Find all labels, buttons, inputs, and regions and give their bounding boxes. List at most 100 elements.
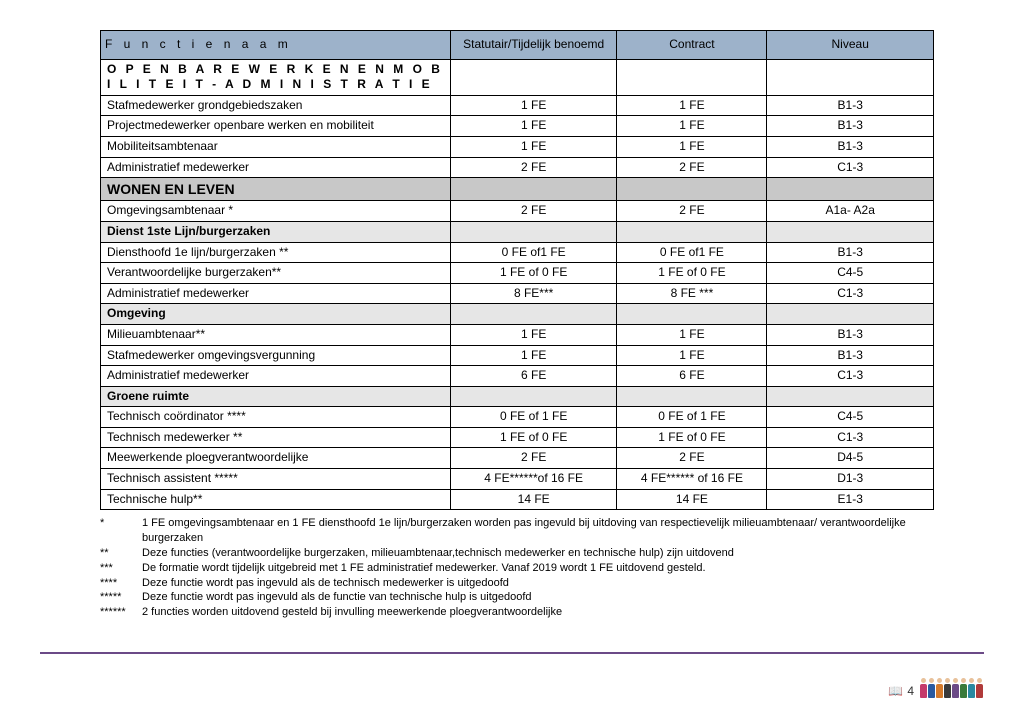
cell-contract: 0 FE of 1 FE — [617, 407, 767, 428]
section-header-row: Omgeving — [101, 304, 934, 325]
cell-contract: 8 FE *** — [617, 283, 767, 304]
cell-contract: 2 FE — [617, 157, 767, 178]
cell-func: Administratief medewerker — [101, 157, 451, 178]
cell-stat: 4 FE******of 16 FE — [450, 469, 617, 490]
page-content: F u n c t i e n a a m Statutair/Tijdelij… — [0, 0, 1024, 620]
section-header-row: O P E N B A R E W E R K E N E N M O B I … — [101, 59, 934, 95]
section-header-row: Groene ruimte — [101, 386, 934, 407]
footnote-mark: * — [100, 516, 142, 546]
section-empty-cell — [767, 221, 934, 242]
cell-func: Technische hulp** — [101, 489, 451, 510]
cell-func: Stafmedewerker grondgebiedszaken — [101, 95, 451, 116]
cell-niveau: D4-5 — [767, 448, 934, 469]
cell-contract: 1 FE — [617, 116, 767, 137]
cell-func: Technisch assistent ***** — [101, 469, 451, 490]
cell-func: Technisch medewerker ** — [101, 427, 451, 448]
footnote: *****Deze functie wordt pas ingevuld als… — [100, 590, 934, 605]
cell-stat: 1 FE — [450, 324, 617, 345]
cell-contract: 1 FE — [617, 136, 767, 157]
cell-stat: 6 FE — [450, 366, 617, 387]
section-empty-cell — [767, 386, 934, 407]
cell-func: Omgevingsambtenaar * — [101, 201, 451, 222]
table-row: Mobiliteitsambtenaar1 FE1 FEB1-3 — [101, 136, 934, 157]
table-row: Projectmedewerker openbare werken en mob… — [101, 116, 934, 137]
cell-func: Meewerkende ploegverantwoordelijke — [101, 448, 451, 469]
cell-stat: 1 FE — [450, 95, 617, 116]
cell-niveau: C1-3 — [767, 427, 934, 448]
cell-stat: 2 FE — [450, 157, 617, 178]
section-empty-cell — [450, 304, 617, 325]
section-label: WONEN EN LEVEN — [101, 178, 451, 201]
section-empty-cell — [617, 178, 767, 201]
cell-func: Diensthoofd 1e lijn/burgerzaken ** — [101, 242, 451, 263]
cell-stat: 1 FE — [450, 345, 617, 366]
section-empty-cell — [767, 178, 934, 201]
section-header-row: WONEN EN LEVEN — [101, 178, 934, 201]
cell-contract: 1 FE of 0 FE — [617, 263, 767, 284]
section-empty-cell — [617, 59, 767, 95]
footnote-mark: ****** — [100, 605, 142, 620]
cell-niveau: B1-3 — [767, 345, 934, 366]
cell-niveau: C4-5 — [767, 263, 934, 284]
cell-niveau: C4-5 — [767, 407, 934, 428]
cell-contract: 1 FE — [617, 345, 767, 366]
cell-contract: 2 FE — [617, 201, 767, 222]
cell-niveau: B1-3 — [767, 95, 934, 116]
cell-niveau: B1-3 — [767, 324, 934, 345]
cell-func: Administratief medewerker — [101, 283, 451, 304]
function-table: F u n c t i e n a a m Statutair/Tijdelij… — [100, 30, 934, 510]
cell-stat: 14 FE — [450, 489, 617, 510]
person-icon — [975, 678, 984, 698]
section-label: Dienst 1ste Lijn/burgerzaken — [101, 221, 451, 242]
table-row: Meewerkende ploegverantwoordelijke2 FE2 … — [101, 448, 934, 469]
footnote-text: 2 functies worden uitdovend gesteld bij … — [142, 605, 562, 620]
cell-func: Stafmedewerker omgevingsvergunning — [101, 345, 451, 366]
cell-func: Mobiliteitsambtenaar — [101, 136, 451, 157]
table-header-row: F u n c t i e n a a m Statutair/Tijdelij… — [101, 31, 934, 60]
table-row: Verantwoordelijke burgerzaken**1 FE of 0… — [101, 263, 934, 284]
table-row: Stafmedewerker omgevingsvergunning1 FE1 … — [101, 345, 934, 366]
cell-niveau: E1-3 — [767, 489, 934, 510]
section-empty-cell — [617, 386, 767, 407]
section-empty-cell — [617, 304, 767, 325]
table-row: Administratief medewerker6 FE6 FEC1-3 — [101, 366, 934, 387]
footnote-text: Deze functie wordt pas ingevuld als de f… — [142, 590, 532, 605]
footnote: ****Deze functie wordt pas ingevuld als … — [100, 576, 934, 591]
cell-contract: 1 FE — [617, 95, 767, 116]
footnote-text: Deze functie wordt pas ingevuld als de t… — [142, 576, 509, 591]
section-label: Omgeving — [101, 304, 451, 325]
cell-func: Projectmedewerker openbare werken en mob… — [101, 116, 451, 137]
cell-contract: 1 FE of 0 FE — [617, 427, 767, 448]
cell-stat: 1 FE of 0 FE — [450, 263, 617, 284]
footer-line — [40, 652, 984, 676]
cell-stat: 0 FE of 1 FE — [450, 407, 617, 428]
footnote-mark: ** — [100, 546, 142, 561]
table-row: Omgevingsambtenaar *2 FE2 FEA1a- A2a — [101, 201, 934, 222]
cell-niveau: C1-3 — [767, 366, 934, 387]
cell-stat: 1 FE — [450, 136, 617, 157]
footnote: ******2 functies worden uitdovend gestel… — [100, 605, 934, 620]
table-body: O P E N B A R E W E R K E N E N M O B I … — [101, 59, 934, 510]
header-stat: Statutair/Tijdelijk benoemd — [450, 31, 617, 60]
table-row: Stafmedewerker grondgebiedszaken1 FE1 FE… — [101, 95, 934, 116]
cell-func: Technisch coördinator **** — [101, 407, 451, 428]
cell-niveau: C1-3 — [767, 283, 934, 304]
footnotes: *1 FE omgevingsambtenaar en 1 FE diensth… — [100, 516, 934, 620]
header-contract: Contract — [617, 31, 767, 60]
cell-func: Administratief medewerker — [101, 366, 451, 387]
footnote-text: 1 FE omgevingsambtenaar en 1 FE dienstho… — [142, 516, 934, 546]
footnote-text: Deze functies (verantwoordelijke burgerz… — [142, 546, 734, 561]
page-number-text: 4 — [907, 684, 914, 698]
section-label: Groene ruimte — [101, 386, 451, 407]
table-row: Technisch medewerker **1 FE of 0 FE1 FE … — [101, 427, 934, 448]
people-illustration — [920, 678, 984, 698]
footnote-text: De formatie wordt tijdelijk uitgebreid m… — [142, 561, 706, 576]
cell-stat: 2 FE — [450, 448, 617, 469]
cell-contract: 6 FE — [617, 366, 767, 387]
section-empty-cell — [450, 386, 617, 407]
section-header-row: Dienst 1ste Lijn/burgerzaken — [101, 221, 934, 242]
section-empty-cell — [450, 221, 617, 242]
cell-niveau: B1-3 — [767, 116, 934, 137]
table-row: Administratief medewerker8 FE***8 FE ***… — [101, 283, 934, 304]
cell-niveau: B1-3 — [767, 242, 934, 263]
